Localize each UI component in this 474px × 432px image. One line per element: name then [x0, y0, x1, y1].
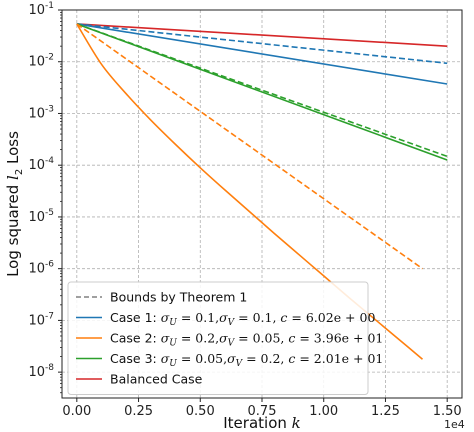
legend-entry-label: Case 2: σU = 0.2,σV = 0.05, c = 3.96e + …: [110, 331, 383, 349]
x-tick-label: 0.00: [62, 404, 91, 419]
series-line: [76, 23, 448, 65]
x-tick-label: 1.50: [433, 404, 462, 419]
y-tick-label: 10-2: [28, 53, 54, 70]
legend-entry-label: Balanced Case: [110, 372, 203, 387]
series-line: [76, 23, 448, 48]
y-tick-label: 10-3: [28, 104, 54, 121]
series-line: [76, 23, 448, 85]
y-tick-label: 10-4: [28, 156, 54, 173]
x-tick-label: 0.50: [186, 404, 215, 419]
legend-box: [67, 281, 369, 395]
x-tick-label: 1.25: [371, 404, 400, 419]
y-tick-label: 10-1: [28, 1, 54, 18]
x-axis-multiplier: 1e4: [444, 418, 465, 431]
y-tick-label: 10-8: [28, 363, 54, 380]
y-tick-label: 10-7: [28, 311, 54, 328]
series-line: [76, 23, 423, 270]
x-axis-label: Iteration k: [223, 414, 301, 432]
y-axis-label: Log squared l2 Loss: [4, 131, 25, 277]
x-tick-label: 0.25: [124, 404, 153, 419]
series-line: [76, 23, 448, 158]
legend-entry-label: Case 1: σU = 0.1,σV = 0.1, c = 6.02e + 0…: [110, 310, 375, 328]
y-tick-label: 10-6: [28, 260, 54, 277]
y-tick-label: 10-5: [28, 208, 54, 225]
legend-entry-label: Case 3: σU = 0.05,σV = 0.2, c = 2.01e + …: [110, 351, 383, 369]
series-lines: [76, 23, 448, 360]
legend-entry-label: Bounds by Theorem 1: [110, 290, 247, 305]
legend: Bounds by Theorem 1 Case 1: σU = 0.1,σV =…: [67, 281, 383, 395]
x-tick-label: 0.75: [248, 404, 277, 419]
x-tick-label: 1.00: [309, 404, 338, 419]
axis-ticks: 0.00 0.25 0.50 0.75 1.00 1.25 1.50 10-1 10-2 10-3…: [28, 1, 461, 419]
